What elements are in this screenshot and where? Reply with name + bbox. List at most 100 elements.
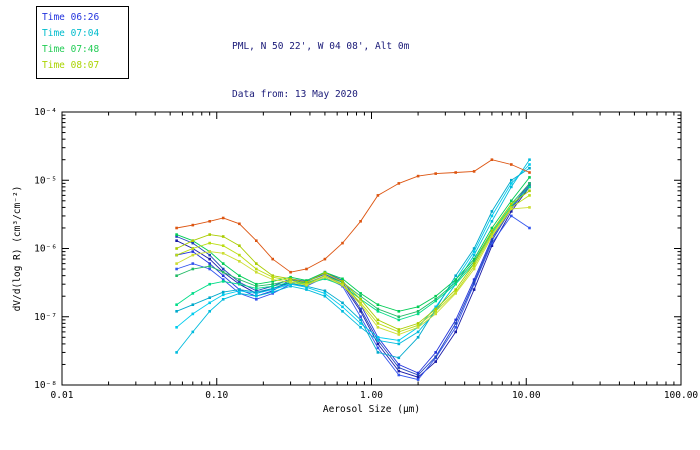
data-point-marker [454, 318, 457, 322]
data-point-marker [397, 342, 401, 346]
data-point-marker [208, 220, 211, 223]
data-point-marker [359, 303, 362, 306]
data-point-marker [175, 233, 178, 236]
data-point-marker [175, 267, 178, 271]
data-point-marker [208, 282, 211, 286]
data-point-marker [472, 253, 476, 257]
y-axis-label: dV/d(log R) (cm³/cm⁻²) [12, 186, 23, 312]
y-tick-label: 10⁻⁶ [34, 244, 57, 255]
data-point-marker [416, 371, 420, 375]
data-point-marker [323, 275, 327, 279]
data-point-marker [397, 310, 401, 313]
plot-frame [61, 111, 682, 386]
data-point-marker [323, 272, 327, 276]
data-point-marker [510, 210, 513, 213]
data-point-marker [221, 267, 225, 271]
data-point-marker [376, 346, 380, 350]
data-point-marker [416, 324, 420, 327]
legend-item: Time 07:04 [42, 28, 100, 39]
data-point-marker [175, 239, 178, 242]
data-point-marker [397, 356, 401, 360]
data-point-marker [528, 163, 531, 166]
data-point-marker [255, 287, 258, 290]
y-tick-label: 10⁻⁴ [34, 107, 57, 118]
data-point-marker [191, 239, 195, 242]
data-point-marker [454, 326, 457, 329]
data-point-marker [175, 303, 178, 306]
data-point-marker [528, 182, 531, 185]
data-point-marker [175, 247, 178, 250]
data-point-marker [454, 278, 457, 281]
data-point-marker [510, 185, 513, 189]
data-point-marker [175, 326, 178, 329]
y-tick-label: 10⁻⁸ [34, 380, 57, 391]
data-point-marker [305, 267, 308, 271]
legend-item: Time 07:48 [42, 44, 100, 55]
data-point-marker [191, 241, 195, 245]
data-point-marker [454, 288, 457, 291]
data-point-marker [472, 278, 476, 281]
data-point-marker [341, 277, 344, 281]
data-point-marker [271, 274, 274, 277]
data-point-marker [359, 292, 362, 295]
data-point-marker [472, 260, 476, 263]
data-point-marker [490, 241, 494, 245]
data-point-marker [376, 342, 380, 346]
data-point-marker [359, 322, 362, 325]
data-point-marker [490, 233, 494, 236]
data-point-marker [490, 226, 494, 230]
data-point-marker [528, 194, 531, 197]
data-point-marker [528, 226, 531, 230]
data-point-marker [416, 336, 420, 339]
data-point-marker [359, 318, 362, 322]
data-point-marker [175, 274, 178, 277]
data-point-marker [175, 351, 178, 354]
data-point-marker [434, 294, 437, 298]
data-point-marker [208, 301, 211, 305]
header-location: PML, N 50 22', W 04 08', Alt 0m [232, 41, 410, 52]
data-point-marker [510, 204, 513, 208]
data-point-marker [454, 290, 457, 294]
data-point-marker [191, 250, 195, 253]
data-point-marker [238, 253, 241, 257]
data-point-marker [208, 267, 211, 271]
data-point-marker [255, 290, 258, 294]
data-point-marker [271, 275, 274, 279]
data-point-marker [208, 262, 211, 265]
data-point-marker [359, 310, 362, 313]
x-tick-label: 100.00 [664, 390, 699, 401]
legend-item: Time 06:26 [42, 12, 100, 23]
data-point-marker [472, 262, 476, 265]
data-point-marker [416, 322, 420, 325]
data-point-marker [434, 355, 437, 358]
series-08:07-run1 [175, 189, 531, 331]
data-point-marker [238, 222, 241, 226]
data-point-marker [271, 280, 274, 283]
data-point-marker [359, 294, 362, 298]
data-point-marker [208, 253, 211, 257]
data-point-marker [434, 172, 437, 175]
data-point-marker [528, 171, 531, 174]
data-point-marker [191, 312, 195, 316]
data-point-marker [490, 239, 494, 242]
data-point-marker [359, 301, 362, 305]
data-point-marker [341, 280, 344, 283]
data-point-marker [510, 163, 513, 166]
data-point-marker [238, 282, 241, 286]
data-point-marker [454, 322, 457, 325]
data-point-marker [221, 252, 225, 255]
data-point-marker [376, 336, 380, 339]
data-point-marker [175, 235, 178, 238]
data-point-marker [359, 220, 362, 223]
x-tick-label: 1.00 [360, 390, 383, 401]
data-point-marker [323, 277, 327, 281]
data-point-marker [376, 322, 380, 325]
data-point-marker [472, 288, 476, 291]
data-point-marker [255, 262, 258, 265]
data-point-marker [191, 223, 195, 227]
data-point-marker [397, 369, 401, 373]
data-point-marker [359, 315, 362, 318]
data-point-marker [255, 239, 258, 242]
series-outlier [175, 158, 531, 274]
data-point-marker [323, 271, 327, 275]
